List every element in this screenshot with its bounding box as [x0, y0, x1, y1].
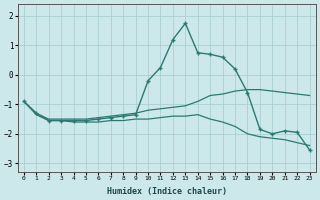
- X-axis label: Humidex (Indice chaleur): Humidex (Indice chaleur): [107, 187, 227, 196]
